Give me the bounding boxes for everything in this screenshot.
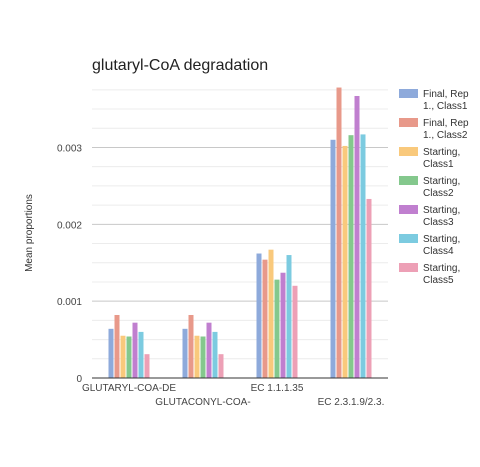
y-axis-label: Mean proportions (24, 194, 35, 272)
bar (206, 322, 212, 378)
bar (286, 255, 292, 378)
bar (336, 87, 342, 379)
bar (188, 314, 194, 378)
legend-label: Starting, Class2 (423, 176, 460, 199)
bar (212, 331, 218, 378)
bar (126, 336, 132, 378)
legend-label: Final, Rep 1., Class1 (423, 89, 469, 112)
x-tick-label: GLUTARYL-COA-DE (82, 383, 176, 394)
legend-label: Starting, Class4 (423, 234, 460, 257)
bar (292, 285, 298, 378)
legend-label: Starting, Class1 (423, 147, 460, 170)
bar (120, 335, 126, 378)
bar (138, 331, 144, 378)
y-tick-labels: 0 0.001 0.002 0.003 (57, 143, 82, 385)
legend-label: Final, Rep 1., Class2 (423, 118, 469, 141)
x-tick-label: GLUTACONYL-COA- (155, 397, 250, 408)
x-tick-labels: GLUTARYL-COA-DE GLUTACONYL-COA-EC 1.1.1.3… (82, 383, 384, 408)
legend: Final, Rep 1., Class1 Final, Rep 1., Class2… (399, 89, 469, 286)
legend-swatch (399, 176, 418, 185)
bar (354, 95, 360, 378)
legend-label: Starting, Class3 (423, 205, 460, 228)
bar (348, 135, 354, 378)
bar (200, 336, 206, 378)
bar (342, 145, 348, 378)
legend-swatch (399, 234, 418, 243)
bar (330, 139, 336, 378)
bar (114, 314, 120, 378)
bars (108, 87, 372, 379)
bar (132, 322, 138, 378)
bar (218, 354, 224, 378)
bar (274, 279, 280, 378)
bar (194, 335, 200, 378)
legend-swatch (399, 118, 418, 127)
y-tick-label: 0.001 (57, 297, 82, 308)
y-tick-label: 0 (76, 374, 82, 385)
legend-swatch (399, 205, 418, 214)
x-tick-label: EC 2.3.1.9/2.3. (318, 397, 385, 408)
legend-swatch (399, 89, 418, 98)
bar (262, 259, 268, 378)
bar (280, 272, 286, 378)
bar (144, 354, 150, 378)
chart-title: glutaryl-CoA degradation (92, 57, 268, 74)
legend-label: Starting, Class5 (423, 263, 460, 286)
bar (108, 328, 114, 378)
y-tick-label: 0.002 (57, 220, 82, 231)
bar (268, 249, 274, 378)
x-tick-label: EC 1.1.1.35 (251, 383, 304, 394)
bar (360, 134, 366, 378)
y-tick-label: 0.003 (57, 143, 82, 154)
legend-swatch (399, 263, 418, 272)
legend-swatch (399, 147, 418, 156)
bar (366, 198, 372, 378)
bar (182, 328, 188, 378)
bar (256, 253, 262, 378)
